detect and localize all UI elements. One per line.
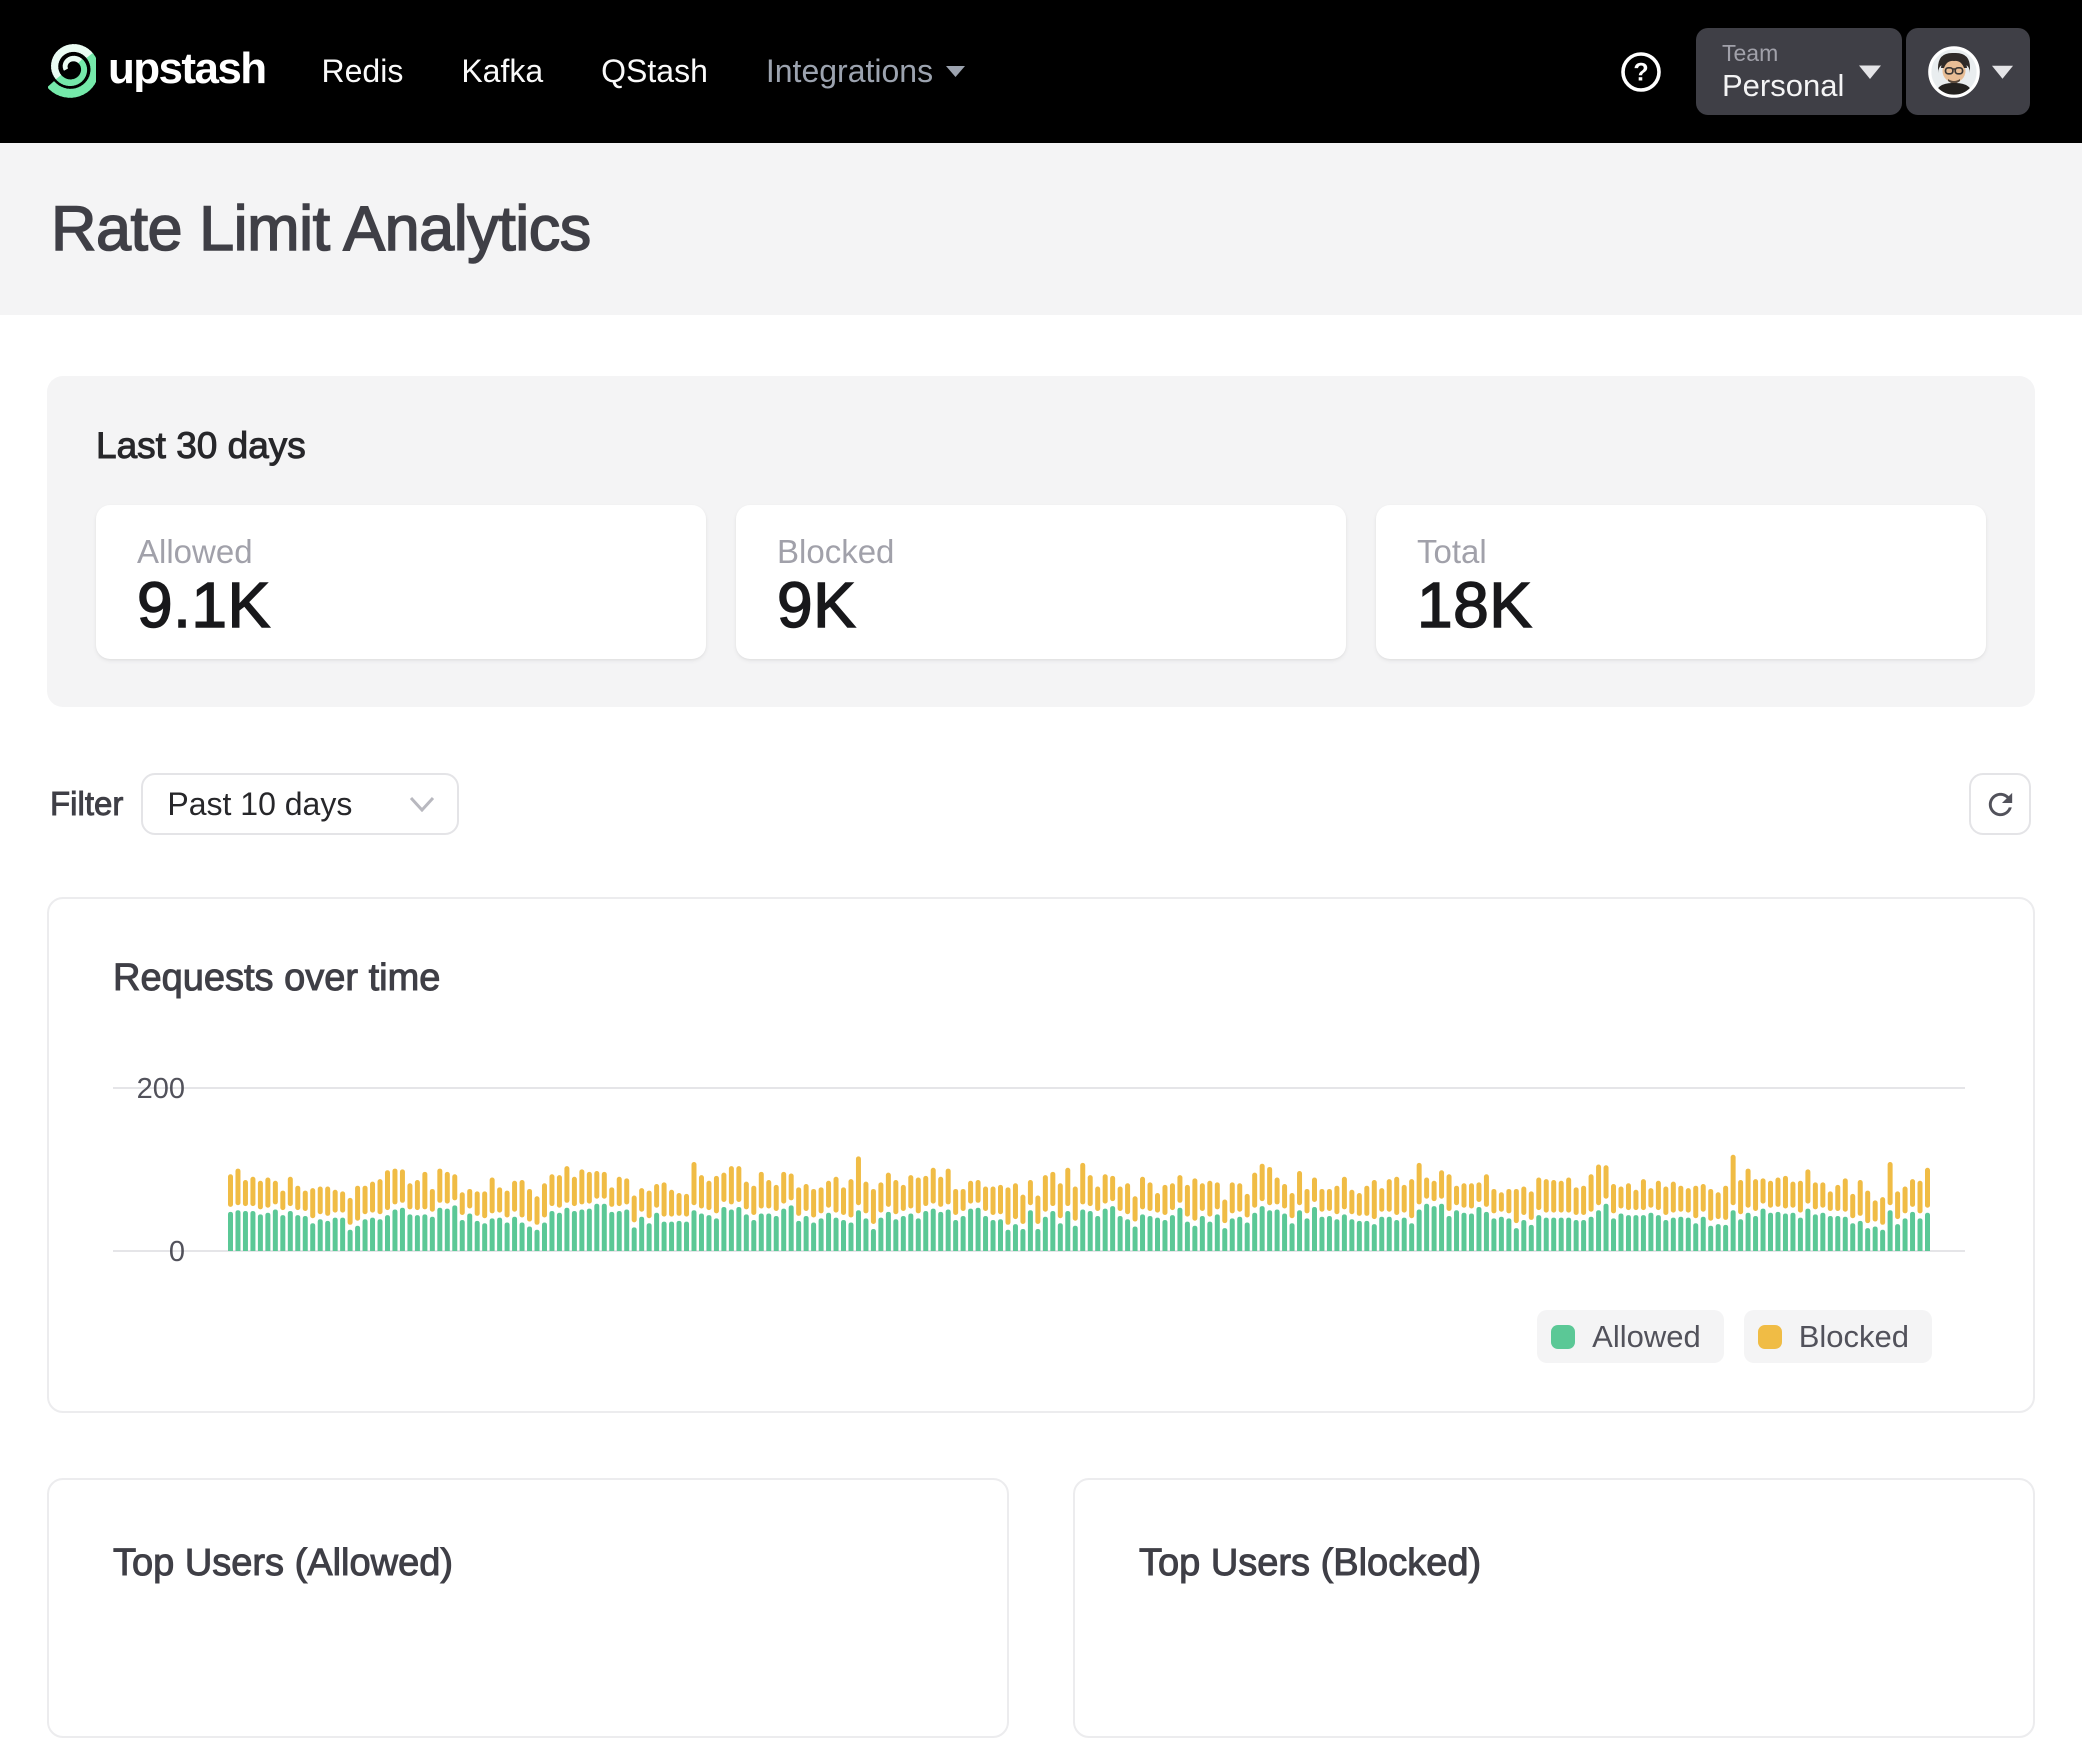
y-axis-tick: 200 [137,1073,185,1105]
caret-down-icon [1859,65,1881,79]
svg-text:?: ? [1633,58,1648,86]
summary-panel: Last 30 days Allowed 9.1K Blocked 9K Tot… [47,376,2035,707]
integrations-label: Integrations [765,53,934,89]
stat-value: 18K [1416,569,1533,641]
stat-card-blocked: Blocked 9K [736,505,1346,659]
filter-row: Filter Past 10 days [47,773,2035,835]
card-title: Top Users (Blocked) [1139,1542,1482,1585]
refresh-button[interactable] [1969,773,2031,835]
brand-name: upstash [108,43,267,93]
stat-value: 9K [776,569,857,641]
nav-link-integrations[interactable]: Integrations [766,53,966,90]
caret-down-icon [946,66,966,77]
stat-card-allowed: Allowed 9.1K [96,505,706,659]
main-content: Last 30 days Allowed 9.1K Blocked 9K Tot… [0,376,2082,1738]
top-users-allowed-card: Top Users (Allowed) [47,1478,1009,1738]
stat-label: Blocked [777,533,895,570]
card-title: Top Users (Allowed) [113,1542,454,1585]
nav-link-redis[interactable]: Redis [321,53,404,89]
summary-title: Last 30 days [96,425,307,466]
stat-label: Total [1417,533,1487,570]
allowed-swatch-icon [1551,1324,1576,1349]
team-switcher[interactable]: Team Personal [1696,28,1902,115]
refresh-icon [1988,792,2012,816]
time-range-select[interactable]: Past 10 days [141,773,460,835]
nav-right: ? Team Personal [1619,28,2030,115]
legend-label: Blocked [1798,1318,1909,1354]
legend-label: Allowed [1592,1318,1701,1354]
y-axis-tick: 0 [169,1236,185,1268]
nav-link-qstash[interactable]: QStash [601,53,708,89]
avatar [1928,45,1980,98]
blocked-swatch-icon [1757,1324,1782,1349]
top-users-blocked-card: Top Users (Blocked) [1073,1478,2035,1738]
user-menu[interactable] [1906,28,2030,115]
team-switcher-value: Personal [1722,68,1845,103]
requests-chart-card: Requests over time 0 200 Allowed Blocked [47,897,2035,1413]
nav-link-kafka[interactable]: Kafka [461,53,544,89]
help-icon[interactable]: ? [1619,50,1663,94]
top-navbar: upstash Redis Kafka QStash Integrations … [0,0,2082,143]
caret-down-icon [1991,65,2014,79]
legend-item-allowed[interactable]: Allowed [1537,1310,1724,1363]
filter-label: Filter [50,785,124,823]
page-title: Rate Limit Analytics [50,193,592,265]
upstash-brand[interactable]: upstash [47,36,267,107]
legend-item-blocked[interactable]: Blocked [1743,1310,1932,1363]
time-range-value: Past 10 days [167,785,353,822]
page-header: Rate Limit Analytics [0,143,2082,315]
nav-links: Redis Kafka QStash Integrations [322,53,967,90]
top-users-row: Top Users (Allowed) Top Users (Blocked) [47,1478,2035,1738]
stat-label: Allowed [137,533,253,570]
team-switcher-label: Team [1722,40,1779,66]
upstash-logo-icon [47,36,99,107]
stat-row: Allowed 9.1K Blocked 9K Total 18K [96,505,1986,659]
chart-title: Requests over time [112,957,441,1000]
stat-value: 9.1K [136,569,271,641]
stat-card-total: Total 18K [1376,505,1986,659]
requests-over-time-chart[interactable]: 0 200 [49,899,2033,1411]
chart-legend: Allowed Blocked [1537,1310,1932,1363]
chevron-down-icon [410,796,435,812]
